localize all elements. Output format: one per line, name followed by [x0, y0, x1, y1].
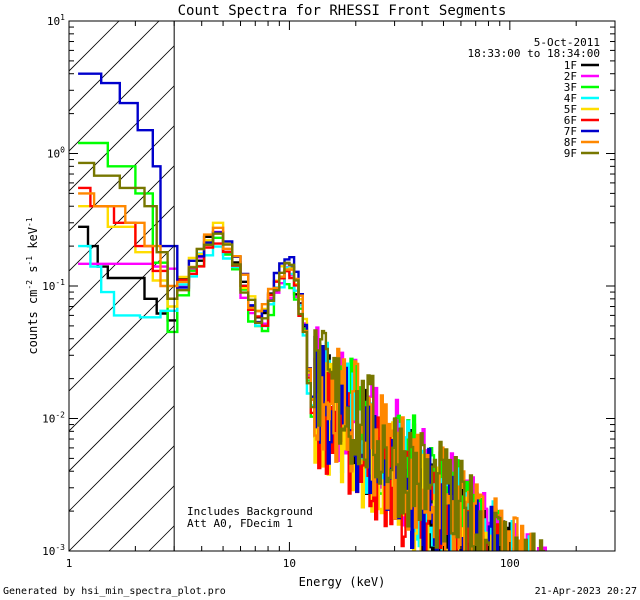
hatch-line [69, 21, 200, 152]
x-tick-label: 10 [283, 557, 296, 570]
time-range-label: 18:33:00 to 18:34:00 [468, 47, 600, 60]
series-line-9F [78, 161, 546, 551]
annotation-attenuator-note: Att A0, FDecim 1 [187, 517, 293, 530]
annotation-background-note: Includes Background [187, 505, 313, 518]
legend-label-8F: 8F [564, 136, 577, 149]
series-line-8F [78, 192, 534, 551]
y-tick-label: 10-3 [42, 543, 65, 558]
y-tick-label: 101 [47, 13, 65, 28]
legend-label-6F: 6F [564, 114, 577, 127]
legend-label-7F: 7F [564, 125, 577, 138]
x-tick-label: 1 [66, 557, 73, 570]
date-label: 5-Oct-2011 [534, 36, 600, 49]
y-tick-label: 10-2 [42, 411, 65, 426]
excluded-range-background [69, 21, 175, 551]
y-tick-label: 10-1 [42, 278, 65, 293]
footer-timestamp: 21-Apr-2023 20:27 [535, 586, 637, 597]
hatch-line [69, 21, 240, 192]
x-tick-label: 100 [500, 557, 520, 570]
legend-label-9F: 9F [564, 147, 577, 160]
hatch-line [69, 21, 160, 112]
axis-ticks: 1 10 100 10-3 10-2 10-1 100 101 [42, 13, 616, 570]
footer-generated-by: Generated by hsi_min_spectra_plot.pro [3, 586, 226, 597]
legend-label-4F: 4F [564, 92, 577, 105]
legend-label-3F: 3F [564, 81, 577, 94]
series-layer [78, 72, 547, 551]
y-tick-label: 100 [47, 146, 65, 161]
chart-title: Count Spectra for RHESSI Front Segments [178, 3, 507, 19]
excluded-range-hatching [69, 21, 615, 551]
legend-label-2F: 2F [564, 70, 577, 83]
y-axis-label: counts cm-2 s-1 keV-1 [25, 217, 40, 354]
x-axis-label: Energy (keV) [299, 575, 386, 589]
legend-label-5F: 5F [564, 103, 577, 116]
legend-label-1F: 1F [564, 59, 577, 72]
